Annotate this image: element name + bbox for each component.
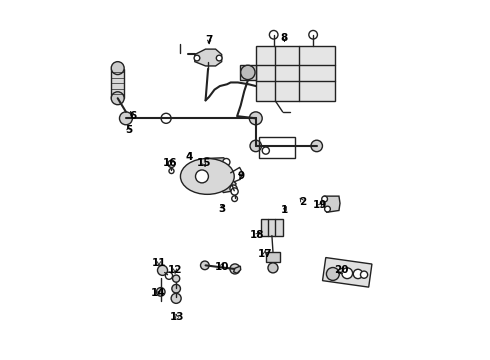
Ellipse shape <box>230 264 240 274</box>
Bar <box>259 137 295 158</box>
Text: 4: 4 <box>186 152 193 162</box>
Text: 11: 11 <box>152 258 166 268</box>
Ellipse shape <box>161 113 171 123</box>
Ellipse shape <box>309 31 318 39</box>
Polygon shape <box>205 158 229 166</box>
Text: 18: 18 <box>250 230 265 239</box>
Ellipse shape <box>230 185 237 192</box>
Ellipse shape <box>194 55 200 61</box>
Ellipse shape <box>353 269 363 279</box>
Ellipse shape <box>231 188 238 195</box>
Polygon shape <box>195 49 221 66</box>
Ellipse shape <box>216 55 222 61</box>
Text: 19: 19 <box>313 200 327 210</box>
Ellipse shape <box>157 265 168 275</box>
Text: 17: 17 <box>257 248 272 258</box>
Ellipse shape <box>311 140 322 152</box>
Text: 13: 13 <box>170 312 184 322</box>
Ellipse shape <box>169 168 174 174</box>
Ellipse shape <box>270 31 278 39</box>
Ellipse shape <box>232 196 238 202</box>
Ellipse shape <box>342 268 353 279</box>
Ellipse shape <box>172 275 180 282</box>
Text: 14: 14 <box>151 288 166 298</box>
Ellipse shape <box>223 158 230 166</box>
Ellipse shape <box>168 160 175 167</box>
Text: 12: 12 <box>168 265 182 275</box>
Polygon shape <box>261 220 283 235</box>
Text: 15: 15 <box>196 158 211 168</box>
Text: 7: 7 <box>205 35 213 45</box>
Polygon shape <box>111 69 124 98</box>
Ellipse shape <box>361 271 368 278</box>
Text: 5: 5 <box>125 125 132 135</box>
Polygon shape <box>240 65 256 80</box>
Ellipse shape <box>322 196 327 202</box>
Text: 16: 16 <box>163 158 177 168</box>
Text: 8: 8 <box>281 33 288 43</box>
Ellipse shape <box>326 267 339 280</box>
Text: 6: 6 <box>129 111 137 121</box>
Ellipse shape <box>156 288 165 296</box>
Ellipse shape <box>172 284 180 293</box>
Polygon shape <box>324 196 340 212</box>
Ellipse shape <box>216 180 223 187</box>
Ellipse shape <box>166 272 172 279</box>
Ellipse shape <box>324 206 330 212</box>
Text: 9: 9 <box>238 171 245 181</box>
Ellipse shape <box>111 92 124 105</box>
Ellipse shape <box>203 158 211 166</box>
Polygon shape <box>256 45 335 101</box>
Ellipse shape <box>262 147 270 154</box>
Polygon shape <box>266 252 280 262</box>
Ellipse shape <box>241 65 255 80</box>
Text: 20: 20 <box>335 265 349 275</box>
Ellipse shape <box>196 170 208 183</box>
Ellipse shape <box>120 112 132 125</box>
Text: 10: 10 <box>215 262 229 272</box>
Text: 1: 1 <box>281 206 288 216</box>
Polygon shape <box>234 266 241 273</box>
Ellipse shape <box>180 158 234 194</box>
Text: 3: 3 <box>218 204 225 214</box>
Bar <box>322 257 372 287</box>
Text: 2: 2 <box>299 197 306 207</box>
Polygon shape <box>218 178 236 193</box>
Ellipse shape <box>171 293 181 303</box>
Ellipse shape <box>249 112 262 125</box>
Ellipse shape <box>250 140 262 152</box>
Ellipse shape <box>268 263 278 273</box>
Ellipse shape <box>111 62 124 75</box>
Ellipse shape <box>200 261 209 270</box>
